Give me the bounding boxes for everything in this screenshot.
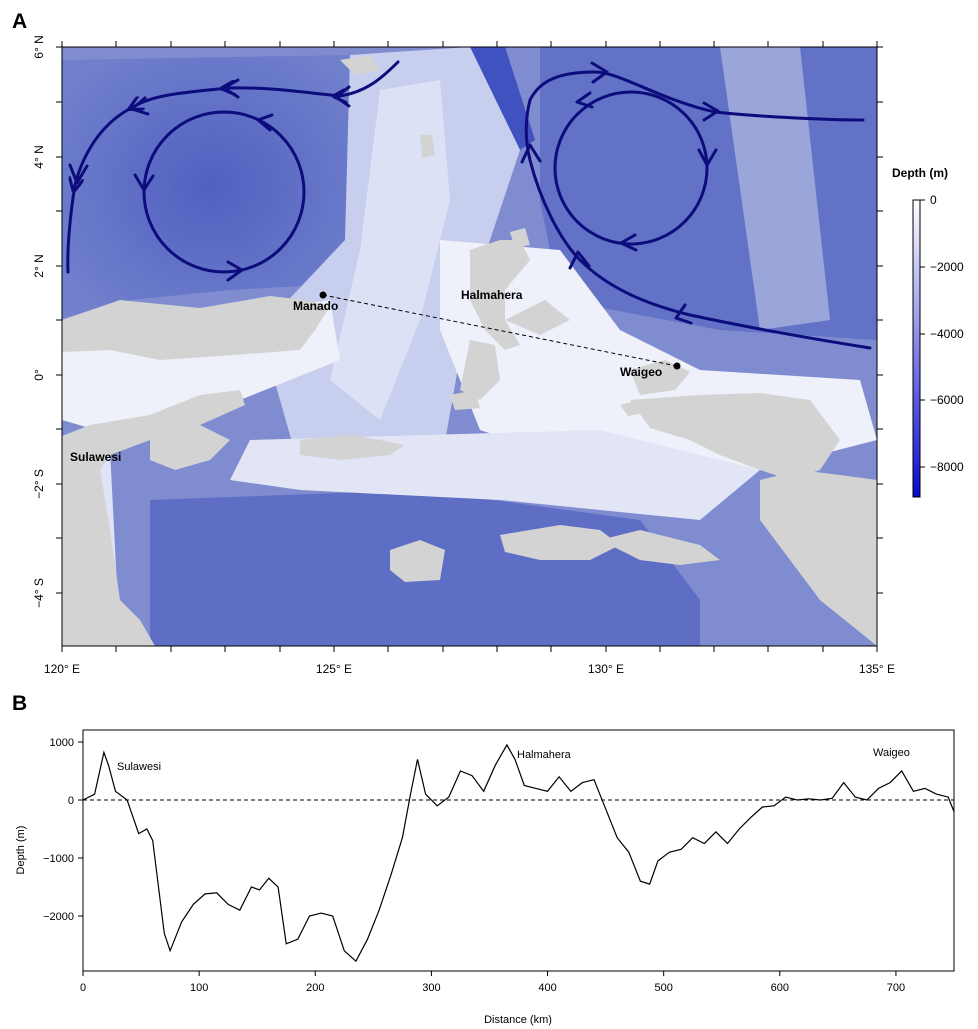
arrowhead-2 bbox=[222, 78, 240, 99]
lon-tick-120: 120° E bbox=[44, 662, 80, 676]
land-morotai bbox=[510, 228, 530, 248]
legend-tick-6000: −6000 bbox=[930, 393, 964, 407]
current-arrowheads bbox=[68, 61, 720, 325]
land-sulawesi bbox=[62, 296, 330, 360]
land-sulawesi-east-arm bbox=[150, 420, 230, 470]
land-obi bbox=[450, 390, 480, 410]
land-halmahera-south bbox=[460, 340, 500, 400]
lat-tick-4n: 4° N bbox=[32, 145, 46, 168]
label-manado: Manado bbox=[293, 299, 338, 313]
lon-tick-labels: 120° E 125° E 130° E 135° E bbox=[44, 662, 895, 676]
profile-annotation-sulawesi: Sulawesi bbox=[117, 761, 161, 773]
label-waigeo: Waigeo bbox=[620, 365, 662, 379]
y-tick-label: 0 bbox=[68, 795, 74, 807]
legend-tick-8000: −8000 bbox=[930, 460, 964, 474]
x-tick-label: 400 bbox=[538, 982, 556, 994]
land-new-guinea bbox=[630, 393, 840, 480]
arrowhead-14 bbox=[568, 250, 591, 270]
profile-x-ticks: 0 100 200 300 400 500 600 700 bbox=[80, 971, 905, 994]
profile-y-ticks: 1000 0 −1000 −2000 bbox=[43, 737, 83, 923]
land-sangihe bbox=[420, 135, 435, 158]
legend-title: Depth (m) bbox=[892, 166, 948, 180]
legend-color-bar bbox=[912, 199, 921, 498]
land-sulawesi-south bbox=[62, 390, 245, 646]
arrowhead-3 bbox=[130, 96, 150, 116]
depth-profile-line bbox=[83, 743, 954, 963]
x-tick-label: 600 bbox=[771, 982, 789, 994]
profile-ylabel: Depth (m) bbox=[15, 826, 27, 875]
arrowhead-1 bbox=[334, 85, 351, 108]
arrowhead-7 bbox=[226, 260, 244, 282]
profile-annotation-waigeo: Waigeo bbox=[873, 747, 910, 759]
land-buru bbox=[390, 540, 445, 582]
lon-tick-130: 130° E bbox=[588, 662, 624, 676]
transect-point-manado bbox=[319, 291, 327, 299]
y-tick-label: 1000 bbox=[50, 737, 74, 749]
arrowhead-6 bbox=[133, 173, 155, 192]
lat-tick-2s: −2° S bbox=[32, 469, 46, 499]
arrowhead-12 bbox=[619, 233, 638, 252]
legend-tick-4000: −4000 bbox=[930, 327, 964, 341]
land-sula bbox=[300, 435, 405, 460]
lon-tick-125: 125° E bbox=[316, 662, 352, 676]
y-tick-label: −1000 bbox=[43, 853, 74, 865]
x-tick-label: 300 bbox=[422, 982, 440, 994]
x-tick-label: 0 bbox=[80, 982, 86, 994]
shelf-molucca-inner bbox=[330, 80, 450, 420]
current-halmahera-eddy bbox=[553, 90, 709, 246]
panel-a-letter: A bbox=[12, 10, 27, 33]
x-tick-label: 200 bbox=[306, 982, 324, 994]
arrowhead-15 bbox=[674, 303, 693, 325]
arrowhead-8 bbox=[590, 61, 609, 84]
land-halmahera-north bbox=[470, 240, 530, 350]
land-new-guinea-south bbox=[760, 470, 877, 646]
arrowhead-11 bbox=[697, 148, 718, 167]
lat-tick-0: 0° bbox=[32, 369, 46, 381]
map bbox=[62, 47, 877, 646]
transect-point-waigeo bbox=[673, 362, 681, 370]
x-tick-label: 700 bbox=[887, 982, 905, 994]
profile-xlabel: Distance (km) bbox=[484, 1014, 552, 1026]
arrowhead-5 bbox=[256, 113, 274, 132]
trench-philippine bbox=[470, 47, 535, 150]
current-mindanao-eddy bbox=[142, 110, 306, 274]
profile-plot bbox=[83, 743, 954, 963]
land-small-islands-1 bbox=[600, 530, 720, 565]
profile-annotation-halmahera: Halmahera bbox=[517, 749, 572, 761]
label-sulawesi: Sulawesi bbox=[70, 450, 121, 464]
arrowhead-4 bbox=[68, 163, 89, 185]
label-halmahera: Halmahera bbox=[461, 288, 523, 302]
arrowhead-13 bbox=[520, 143, 542, 164]
legend-tick-2000: −2000 bbox=[930, 260, 964, 274]
profile-frame bbox=[82, 729, 955, 972]
x-tick-label: 500 bbox=[654, 982, 672, 994]
land bbox=[62, 55, 877, 646]
lat-tick-4s: −4° S bbox=[32, 578, 46, 608]
land-seram bbox=[500, 525, 620, 560]
y-tick-label: −2000 bbox=[43, 911, 74, 923]
map-tick-marks bbox=[56, 41, 883, 652]
land-halmahera-arm bbox=[505, 300, 570, 335]
current-mindanao-current bbox=[66, 60, 400, 274]
lon-tick-135: 135° E bbox=[859, 662, 895, 676]
arrowhead-10 bbox=[575, 91, 594, 109]
lat-tick-2n: 2° N bbox=[32, 254, 46, 277]
legend-tick-0: 0 bbox=[930, 193, 937, 207]
x-tick-label: 100 bbox=[190, 982, 208, 994]
arrowhead-9 bbox=[702, 101, 720, 122]
panel-b-letter: B bbox=[12, 692, 27, 715]
lat-tick-6n: 6° N bbox=[32, 35, 46, 58]
land-talaud bbox=[340, 55, 380, 75]
depth-legend: Depth (m) 0 −2000 −4000 −6000 −8000 bbox=[892, 166, 964, 498]
land-misool bbox=[620, 400, 648, 416]
map-frame bbox=[61, 46, 878, 647]
lat-tick-labels: 6° N 4° N 2° N 0° −2° S −4° S bbox=[32, 35, 46, 608]
